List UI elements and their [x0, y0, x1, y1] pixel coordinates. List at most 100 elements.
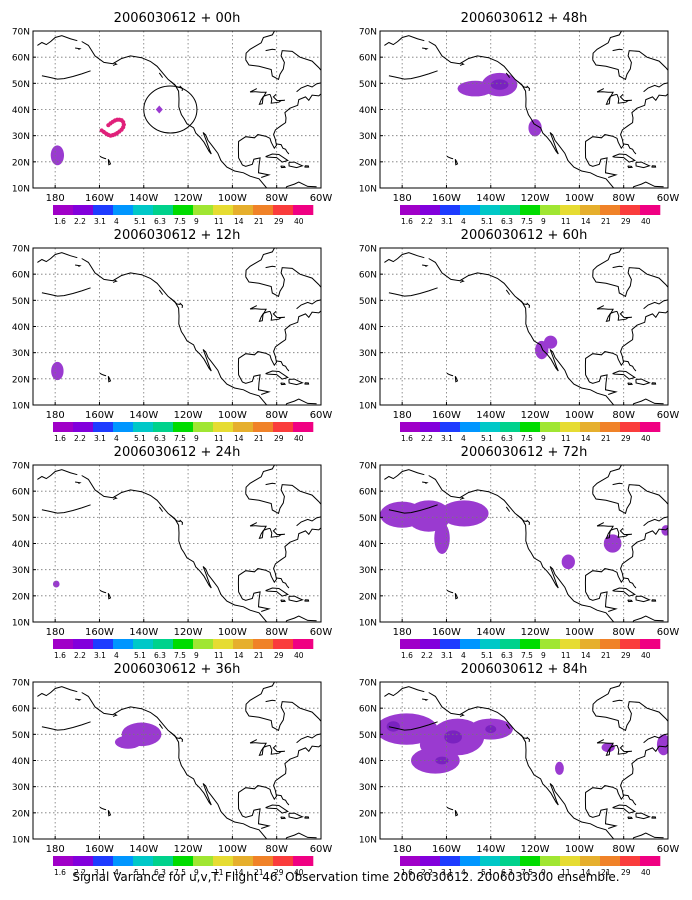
- coastline: [158, 506, 164, 512]
- signal-variance-region: [543, 335, 558, 349]
- colorbar-segment: [600, 856, 621, 866]
- coastline: [627, 599, 634, 603]
- colorbar-segment: [193, 856, 214, 866]
- signal-variance-region: [434, 522, 450, 554]
- latitude-label: 50N: [359, 731, 377, 741]
- colorbar-segment: [73, 639, 94, 649]
- longitude-label: 60W: [657, 193, 680, 204]
- coastline: [616, 310, 632, 321]
- coastline: [269, 93, 285, 104]
- colorbar-label: 5.1: [481, 651, 493, 660]
- coastline: [245, 50, 321, 81]
- latitude-label: 40N: [12, 106, 30, 116]
- colorbar-segment: [133, 856, 154, 866]
- coastline: [623, 143, 637, 155]
- coastline: [304, 816, 310, 819]
- colorbar-segment: [540, 422, 561, 432]
- colorbar-segment: [193, 422, 214, 432]
- signal-variance-region: [656, 734, 668, 756]
- colorbar: 1.6 2.2 3.1 4 5.1 6.3 7.5 9 11 14 21 29 40: [400, 205, 661, 226]
- longitude-label: 160W: [432, 193, 461, 204]
- coastline: [37, 35, 78, 46]
- coastline: [517, 80, 528, 88]
- colorbar-label: 11: [214, 217, 224, 226]
- coastline: [446, 155, 454, 160]
- latitude-label: 10N: [12, 619, 30, 629]
- colorbar-segment: [400, 639, 421, 649]
- coastline: [627, 816, 634, 820]
- coastline: [304, 382, 310, 385]
- colorbar-segment: [520, 639, 541, 649]
- colorbar-segment: [53, 422, 74, 432]
- coastline: [643, 299, 668, 310]
- coastline: [265, 48, 276, 52]
- latitude-label: 20N: [359, 809, 377, 819]
- latitude-label: 70N: [359, 679, 377, 689]
- colorbar-segment: [173, 422, 194, 432]
- colorbar-segment: [440, 422, 461, 432]
- coastline: [592, 31, 622, 60]
- coastline: [280, 165, 287, 169]
- map-content: [380, 31, 668, 188]
- colorbar-label: 7.5: [521, 434, 533, 443]
- colorbar-label: 9: [194, 217, 199, 226]
- colorbar-label: 4: [114, 434, 119, 443]
- colorbar-label: 40: [294, 434, 304, 443]
- latitude-label: 40N: [12, 757, 30, 767]
- coastline: [388, 70, 438, 80]
- colorbar-label: 2.2: [421, 651, 433, 660]
- coastline: [505, 723, 511, 729]
- coastline: [276, 143, 290, 155]
- latitude-label: 70N: [12, 245, 30, 255]
- coastline: [592, 465, 622, 494]
- map-content: [33, 31, 321, 188]
- coastline: [112, 713, 118, 717]
- colorbar-segment: [293, 422, 314, 432]
- coastline: [388, 287, 438, 297]
- coastline: [99, 155, 107, 160]
- colorbar-label: 21: [601, 868, 611, 877]
- colorbar-label: 1.6: [54, 434, 66, 443]
- coastline: [245, 248, 275, 277]
- coastline: [592, 248, 622, 277]
- colorbar-label: 6.3: [154, 434, 166, 443]
- coastline: [517, 514, 528, 522]
- latitude-label: 70N: [359, 245, 377, 255]
- latitude-label: 60N: [12, 488, 30, 498]
- colorbar-segment: [233, 205, 254, 215]
- colorbar-segment: [253, 205, 274, 215]
- longitude-label: 160W: [85, 193, 114, 204]
- coastline: [276, 577, 290, 589]
- colorbar-label: 2.2: [74, 651, 86, 660]
- colorbar-segment: [520, 856, 541, 866]
- longitude-label: 60W: [310, 844, 333, 855]
- coastline: [517, 297, 528, 305]
- latitude-label: 50N: [359, 80, 377, 90]
- coastline: [288, 161, 304, 169]
- coastline: [459, 279, 465, 283]
- coastline: [112, 279, 118, 283]
- latitude-label: 10N: [12, 402, 30, 412]
- latitude-label: 70N: [12, 679, 30, 689]
- colorbar-segment: [580, 856, 601, 866]
- coastline: [454, 592, 459, 600]
- longitude-label: 100W: [218, 627, 247, 638]
- coastline: [245, 267, 321, 298]
- colorbar-label: 21: [254, 868, 264, 877]
- longitude-label: 60W: [310, 410, 333, 421]
- coastline: [269, 527, 285, 538]
- colorbar-segment: [173, 639, 194, 649]
- longitude-label: 180: [393, 193, 412, 204]
- coastline: [596, 522, 618, 539]
- colorbar-segment: [253, 422, 274, 432]
- longitude-label: 160W: [85, 627, 114, 638]
- coastline: [388, 721, 438, 731]
- coastline: [245, 31, 275, 60]
- coastline: [107, 809, 112, 817]
- longitude-label: 180: [46, 410, 65, 421]
- colorbar-label: 9: [541, 868, 546, 877]
- latitude-label: 30N: [12, 566, 30, 576]
- coastline: [651, 382, 657, 385]
- latitude-label: 50N: [359, 297, 377, 307]
- coastline: [75, 698, 82, 702]
